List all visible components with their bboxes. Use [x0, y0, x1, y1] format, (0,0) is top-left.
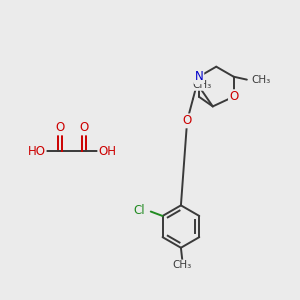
Text: OH: OH: [98, 145, 116, 158]
Text: CH₃: CH₃: [251, 75, 271, 85]
Text: CH₃: CH₃: [192, 80, 211, 90]
Text: HO: HO: [28, 145, 46, 158]
Text: O: O: [229, 90, 238, 103]
Text: Cl: Cl: [133, 204, 145, 217]
Text: CH₃: CH₃: [173, 260, 192, 270]
Text: O: O: [182, 114, 192, 127]
Text: N: N: [194, 70, 203, 83]
Text: O: O: [79, 122, 88, 134]
Text: O: O: [56, 122, 65, 134]
